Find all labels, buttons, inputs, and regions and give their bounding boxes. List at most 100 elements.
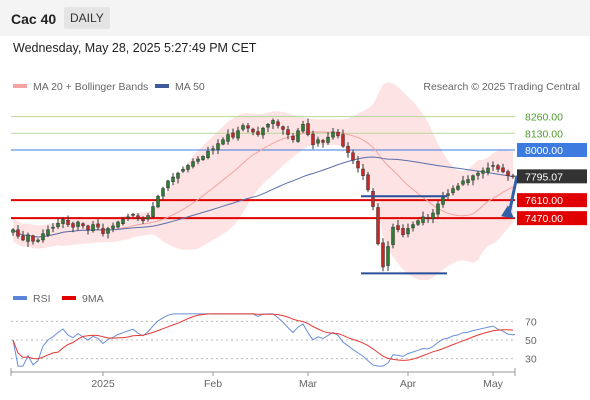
ma50-line [12, 156, 514, 238]
candle-body [276, 121, 280, 126]
candle-body [21, 235, 25, 241]
x-tick-label-Mar: Mar [299, 378, 318, 390]
candle-body [291, 135, 295, 140]
x-axis: 2025 Feb Mar Apr May [10, 368, 516, 390]
candle-body [136, 215, 140, 219]
candle-body [376, 207, 380, 245]
candle-body [256, 131, 260, 135]
ma20-legend-swatch [13, 84, 27, 88]
credit-text: Research © 2025 Trading Central [423, 81, 580, 93]
candle-body [316, 139, 320, 144]
candle-body [11, 229, 15, 233]
rsi-tick-label-70: 70 [525, 316, 537, 328]
instrument-title: Cac 40 [11, 11, 57, 27]
candle-body [96, 223, 100, 228]
candle-body [66, 220, 70, 225]
candle-body [361, 168, 365, 176]
candle-body [421, 216, 425, 223]
level-tag-7610.00-bg [517, 193, 587, 208]
rsi-tick-label-30: 30 [525, 354, 537, 366]
candle-body [326, 136, 330, 143]
candle-body [501, 167, 505, 173]
candle-body [286, 129, 290, 135]
candle-body [331, 131, 335, 138]
candle-body [91, 224, 95, 231]
candle-body [131, 214, 135, 216]
x-tick-label-Feb: Feb [204, 378, 222, 390]
candle-body [341, 134, 345, 147]
candle-body [456, 185, 460, 190]
candle-body [206, 151, 210, 159]
candle-body [51, 226, 55, 229]
candle-body [371, 191, 375, 207]
candle-body [386, 246, 390, 266]
candle-body [296, 130, 300, 142]
candle-body [266, 124, 270, 128]
candle-body [181, 169, 185, 172]
candle-body [246, 125, 250, 129]
candle-body [31, 235, 35, 242]
candle-body [356, 160, 360, 169]
candle-body [186, 165, 190, 170]
candle-body [171, 176, 175, 182]
candle-body [451, 188, 455, 194]
level-tag-7470.00: 7470.00 [525, 213, 563, 225]
candle-body [56, 223, 60, 228]
candle-body [46, 229, 50, 236]
level-tag-8260.00: 8260.00 [525, 112, 563, 124]
candle-body [16, 229, 20, 237]
candle-body [76, 221, 80, 227]
candle-body [111, 225, 115, 229]
candle-body [271, 120, 275, 124]
candle-body [121, 219, 125, 224]
rsi-tick-label-50: 50 [525, 335, 537, 347]
level-tag-7610.00: 7610.00 [525, 195, 563, 207]
x-tick-label-May: May [483, 378, 504, 390]
candle-body [426, 217, 430, 219]
candle-body [491, 165, 495, 167]
timestamp: Wednesday, May 28, 2025 5:27:49 PM CET [13, 41, 257, 55]
candle-body [336, 131, 340, 137]
candle-body [401, 228, 405, 236]
candle-body [61, 219, 65, 224]
candle-body [391, 226, 395, 245]
candle-body [471, 175, 475, 181]
candle-body [481, 170, 485, 174]
candle-body [431, 212, 435, 219]
candle-body [151, 206, 155, 218]
candle-body [161, 188, 165, 197]
timeframe-badge[interactable]: DAILY [64, 7, 110, 29]
candle-body [126, 216, 130, 219]
candle-body [236, 130, 240, 139]
last-price-tag-bg [517, 169, 587, 184]
candle-body [311, 133, 315, 146]
rsi-legend-swatch [13, 296, 27, 300]
ma20-legend-label: MA 20 + Bollinger Bands [33, 81, 148, 93]
candle-body [321, 140, 325, 143]
candle-body [281, 126, 285, 130]
candle-body [211, 148, 215, 151]
candle-body [441, 196, 445, 205]
candle-body [231, 132, 235, 138]
candle-body [251, 128, 255, 133]
ma50-legend-label: MA 50 [175, 81, 205, 93]
chart-header: Cac 40 DAILY [0, 0, 590, 36]
level-tag-7470.00-bg [517, 211, 587, 226]
projection-arrow-shaft [507, 175, 519, 215]
candle-body [241, 125, 245, 130]
candle-body [411, 224, 415, 229]
candle-body [26, 234, 30, 242]
ma50-legend-swatch [155, 84, 169, 88]
candle-body [116, 221, 120, 228]
candle-body [506, 171, 510, 176]
candle-body [351, 152, 355, 161]
candle-body [141, 218, 145, 221]
candle-body [101, 228, 105, 234]
candle-body [381, 242, 385, 268]
candle-body [461, 180, 465, 185]
candle-body [176, 172, 180, 179]
candle-body [366, 174, 370, 191]
price-plot: 8260.00 8130.00 8000.00 7610.00 7470.00 7795.… [11, 82, 587, 281]
rsi-ma-legend-swatch [62, 296, 76, 300]
